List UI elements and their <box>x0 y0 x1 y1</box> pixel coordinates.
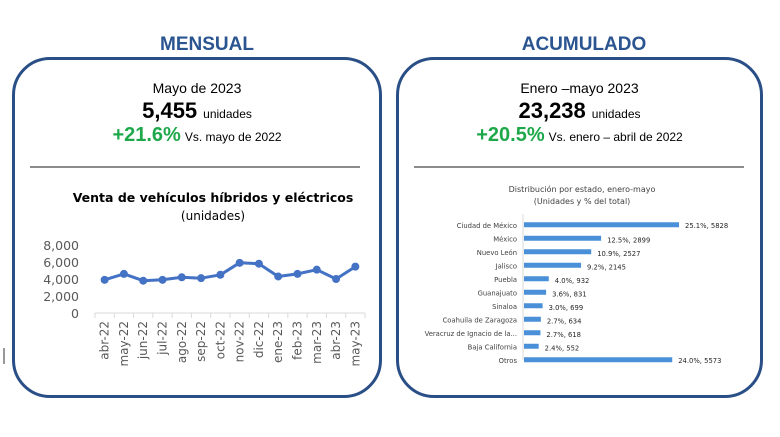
line-point <box>197 274 206 283</box>
acumulado-value: 23,238 <box>518 98 586 123</box>
mensual-period: Mayo de 2023 <box>152 80 242 96</box>
x-tick-label: ago-22 <box>175 321 189 363</box>
line-point <box>332 275 341 283</box>
line-point <box>119 269 128 278</box>
x-tick-label: may-22 <box>117 321 131 367</box>
bar <box>524 330 541 336</box>
x-tick-label: dic-22 <box>252 321 266 358</box>
x-tick-label: ene-23 <box>271 321 285 363</box>
bar-data-label: 9.2%, 2145 <box>587 263 626 271</box>
bar-category-label: Veracruz de Ignacio de la... <box>425 330 517 338</box>
bar <box>524 222 679 228</box>
bar-category-label: Sinaloa <box>492 303 517 311</box>
y-tick-label: 0 <box>71 306 79 321</box>
x-tick-label: jul-22 <box>156 321 170 356</box>
bar-chart-title: Distribución por estado, enero-mayo <box>509 184 656 194</box>
mensual-unit: unidades <box>203 107 252 121</box>
y-tick-label: 6,000 <box>43 255 79 270</box>
line-point <box>235 258 244 267</box>
mensual-section-title: MENSUAL <box>160 34 254 55</box>
line-chart-subtitle: (unidades) <box>181 209 245 223</box>
acumulado-value-row: 23,238 unidades <box>399 98 760 124</box>
bar <box>524 303 543 309</box>
line-point <box>351 262 360 271</box>
acumulado-change-row: +20.5% Vs. enero – abril de 2022 <box>399 124 760 147</box>
line-point <box>177 273 186 282</box>
y-tick-label: 8,000 <box>43 238 79 253</box>
mensual-divider <box>30 166 360 168</box>
bar <box>524 343 539 349</box>
x-tick-label: nov-22 <box>233 321 247 362</box>
bar-data-label: 2.7%, 618 <box>546 331 581 339</box>
x-tick-label: abr-23 <box>329 321 343 360</box>
bar <box>524 235 602 241</box>
bar <box>524 357 673 363</box>
line-point <box>254 259 263 268</box>
y-tick-label: 2,000 <box>43 289 79 304</box>
line-point <box>312 265 321 274</box>
acumulado-comparison: Vs. enero – abril de 2022 <box>548 130 683 144</box>
bar-category-label: Coahuila de Zaragoza <box>443 316 517 324</box>
mensual-change: +21.6% <box>112 124 181 146</box>
bar-data-label: 10.9%, 2527 <box>597 250 640 258</box>
line-point <box>139 276 148 285</box>
mensual-change-row: +21.6% Vs. mayo de 2022 <box>15 124 379 147</box>
line-chart-title: Venta de vehículos híbridos y eléctricos <box>73 190 354 205</box>
bar-chart: Distribución por estado, enero-mayo (Uni… <box>425 184 729 365</box>
bar-category-label: Otros <box>499 357 518 365</box>
acumulado-unit: unidades <box>591 107 641 121</box>
bar-data-label: 2.4%, 552 <box>545 344 580 352</box>
bar-category-label: México <box>493 235 517 243</box>
x-tick-label: feb-23 <box>291 321 305 360</box>
acumulado-section-title: ACUMULADO <box>521 34 647 55</box>
line-chart: Venta de vehículos híbridos y eléctricos… <box>43 190 366 367</box>
bar-data-label: 3.6%, 831 <box>552 290 587 298</box>
x-tick-label: sep-22 <box>194 321 208 362</box>
x-tick-label: abr-22 <box>98 321 112 360</box>
bar-category-label: Puebla <box>494 276 517 284</box>
x-tick-label: may-23 <box>348 321 362 367</box>
line-point <box>274 272 283 281</box>
line-point <box>293 269 302 278</box>
mensual-value-row: 5,455 unidades <box>15 98 379 124</box>
bar-data-label: 25.1%, 5828 <box>685 222 728 230</box>
bar <box>524 316 541 322</box>
bar <box>524 249 592 255</box>
x-tick-label: oct-22 <box>213 321 227 359</box>
bar-category-label: Baja California <box>468 343 517 351</box>
mensual-panel: Mayo de 2023 5,455 unidades +21.6% Vs. may… <box>12 57 382 398</box>
bar-category-label: Jalisco <box>495 262 517 270</box>
bar <box>524 276 549 282</box>
y-tick-label: 4,000 <box>43 272 79 287</box>
line-point <box>216 270 225 279</box>
mensual-comparison: Vs. mayo de 2022 <box>184 130 282 144</box>
mensual-value: 5,455 <box>142 98 198 123</box>
bar-category-label: Nuevo León <box>477 249 517 257</box>
acumulado-divider <box>414 166 744 168</box>
bar <box>524 289 547 295</box>
line-point <box>100 275 109 284</box>
bar <box>524 262 582 268</box>
acumulado-panel: Enero –mayo 2023 23,238 unidades +20.5% Vs… <box>396 57 763 398</box>
x-tick-label: jun-22 <box>136 321 150 360</box>
bar-data-label: 12.5%, 2899 <box>607 236 650 244</box>
line-point <box>158 275 167 284</box>
acumulado-change: +20.5% <box>476 124 545 146</box>
bar-data-label: 2.7%, 634 <box>547 317 582 325</box>
bar-category-label: Ciudad de México <box>457 222 517 230</box>
x-tick-label: mar-23 <box>310 321 324 364</box>
bar-data-label: 3.0%, 699 <box>549 304 584 312</box>
acumulado-period: Enero –mayo 2023 <box>520 80 639 96</box>
edge-mark <box>3 348 5 364</box>
bar-data-label: 24.0%, 5573 <box>678 357 721 365</box>
bar-category-label: Guanajuato <box>478 289 517 297</box>
bar-data-label: 4.0%, 932 <box>555 277 590 285</box>
bar-chart-subtitle: (Unidades y % del total) <box>534 197 631 206</box>
